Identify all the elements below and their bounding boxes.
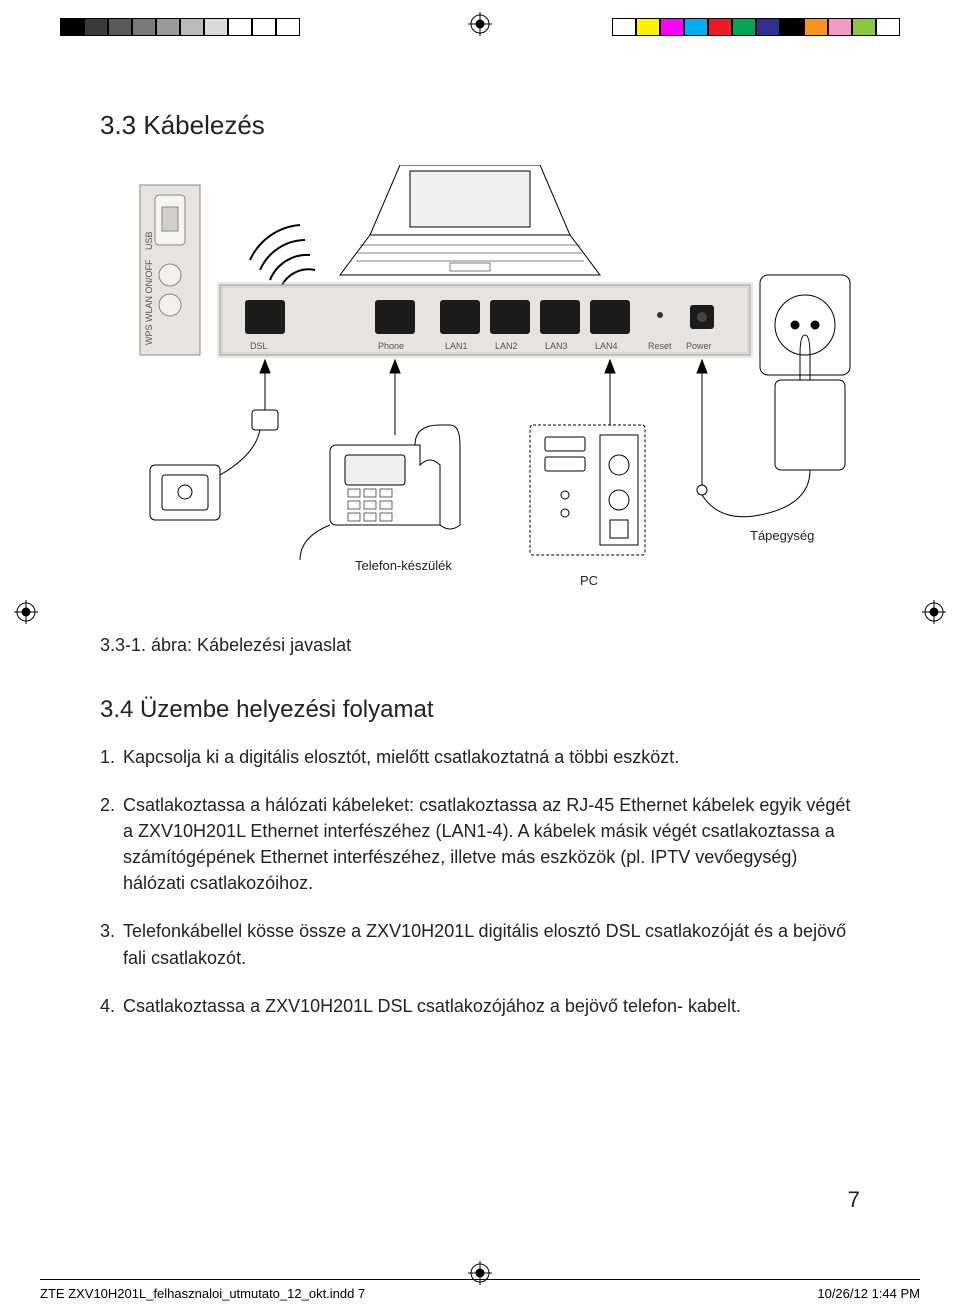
page-number: 7 <box>848 1187 860 1213</box>
color-swatch <box>708 18 732 36</box>
section-title: 3.3 Kábelezés <box>100 110 860 141</box>
svg-text:LAN1: LAN1 <box>445 341 468 351</box>
footer-timestamp: 10/26/12 1:44 PM <box>817 1286 920 1301</box>
subsection-title: 3.4 Üzembe helyezési folyamat <box>100 696 860 724</box>
svg-text:USB: USB <box>144 231 154 250</box>
laptop-icon <box>340 165 600 275</box>
svg-text:LAN4: LAN4 <box>595 341 618 351</box>
wall-socket-icon <box>150 375 278 520</box>
color-swatch <box>180 18 204 36</box>
registration-mark-icon <box>14 600 38 624</box>
phone-device-label: Telefon-készülék <box>355 558 452 573</box>
svg-text:Reset: Reset <box>648 341 672 351</box>
registration-mark-icon <box>468 12 492 36</box>
telephone-icon <box>300 375 460 560</box>
color-swatch <box>60 18 84 36</box>
color-swatch <box>132 18 156 36</box>
registration-mark-icon <box>922 600 946 624</box>
color-swatch <box>204 18 228 36</box>
power-outlet-icon <box>760 275 850 375</box>
color-swatch <box>108 18 132 36</box>
color-swatch <box>636 18 660 36</box>
list-item: 3.Telefonkábellel kösse össze a ZXV10H20… <box>100 918 860 970</box>
pc-label: PC <box>580 573 598 588</box>
router-back-panel: DSL Phone LAN1 LAN2 LAN3 LAN4 Reset <box>220 285 750 355</box>
cabling-diagram: USB WPS WLAN ON/OFF <box>100 165 860 595</box>
color-swatch <box>804 18 828 36</box>
list-item: 1.Kapcsolja ki a digitális elosztót, mie… <box>100 744 860 770</box>
list-item: 2.Csatlakoztassa a hálózati kábeleket: c… <box>100 792 860 896</box>
footer-filename: ZTE ZXV10H201L_felhasznaloi_utmutato_12_… <box>40 1286 365 1301</box>
svg-text:DSL: DSL <box>250 341 268 351</box>
color-swatch <box>228 18 252 36</box>
svg-text:LAN3: LAN3 <box>545 341 568 351</box>
color-swatch <box>852 18 876 36</box>
svg-text:Phone: Phone <box>378 341 404 351</box>
print-footer: ZTE ZXV10H201L_felhasznaloi_utmutato_12_… <box>40 1279 920 1301</box>
step-list: 1.Kapcsolja ki a digitális elosztót, mie… <box>100 744 860 1019</box>
svg-text:LAN2: LAN2 <box>495 341 518 351</box>
color-swatch <box>756 18 780 36</box>
page-content: 3.3 Kábelezés USB WPS WLAN ON/OFF <box>100 110 860 1233</box>
color-swatch <box>732 18 756 36</box>
color-swatch <box>876 18 900 36</box>
color-swatch <box>276 18 300 36</box>
color-swatch <box>684 18 708 36</box>
color-swatch <box>252 18 276 36</box>
psu-label: Tápegység <box>750 528 814 543</box>
list-item: 4.Csatlakoztassa a ZXV10H201L DSL csatla… <box>100 993 860 1019</box>
color-swatch <box>828 18 852 36</box>
wifi-icon <box>250 225 315 290</box>
pc-tower-icon <box>530 375 645 555</box>
svg-text:WPS WLAN ON/OFF: WPS WLAN ON/OFF <box>144 259 154 345</box>
color-swatch <box>660 18 684 36</box>
side-panel-icon: USB WPS WLAN ON/OFF <box>140 185 200 355</box>
svg-text:Power: Power <box>686 341 712 351</box>
figure-caption: 3.3-1. ábra: Kábelezési javaslat <box>100 635 860 656</box>
color-swatch <box>156 18 180 36</box>
color-swatch <box>780 18 804 36</box>
color-swatch <box>84 18 108 36</box>
color-swatch <box>612 18 636 36</box>
